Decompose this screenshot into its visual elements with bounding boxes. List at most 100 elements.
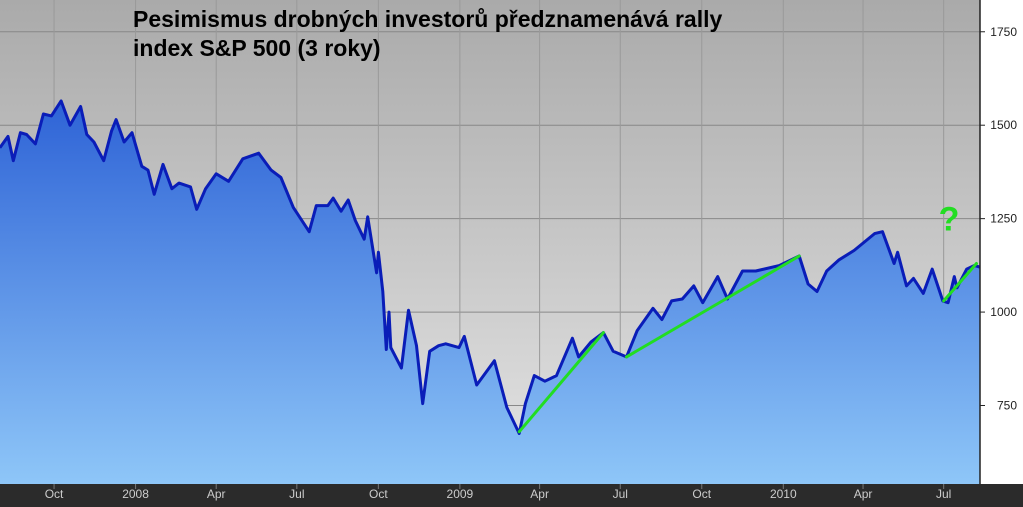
x-tick-label: 2008	[122, 487, 149, 501]
data-point	[280, 176, 282, 179]
data-point	[475, 384, 478, 386]
x-tick-label: 2010	[770, 487, 797, 501]
data-point	[19, 131, 22, 134]
data-point	[204, 187, 207, 190]
data-point	[701, 301, 704, 304]
data-point	[363, 238, 366, 240]
y-tick-label: 1250	[990, 212, 1017, 226]
data-point	[153, 193, 155, 196]
data-point	[893, 262, 895, 265]
data-point	[25, 133, 28, 136]
data-point	[347, 199, 350, 201]
data-point	[257, 152, 260, 154]
data-point	[189, 186, 192, 188]
data-point	[34, 143, 37, 145]
data-point	[741, 270, 744, 272]
data-point	[50, 115, 53, 117]
data-point	[332, 197, 335, 199]
data-point	[388, 311, 390, 313]
y-tick-label: 1000	[990, 305, 1017, 319]
data-point	[131, 131, 133, 134]
data-point	[102, 159, 105, 162]
data-point	[69, 124, 71, 126]
data-point	[147, 169, 149, 171]
data-point	[162, 163, 164, 166]
data-point	[544, 380, 546, 383]
y-tick-label: 1750	[990, 25, 1017, 39]
data-point	[555, 374, 558, 377]
price-area-fill	[0, 100, 980, 485]
data-point	[681, 298, 684, 300]
data-point	[807, 283, 809, 285]
x-tick-label: Jul	[936, 487, 951, 501]
data-point	[366, 216, 369, 218]
data-point	[444, 343, 447, 345]
data-point	[636, 330, 638, 332]
data-point	[428, 350, 431, 353]
data-point	[922, 292, 925, 295]
data-point	[12, 159, 15, 162]
data-point	[340, 210, 342, 212]
data-point	[407, 309, 410, 312]
data-point	[931, 268, 933, 270]
data-point	[577, 356, 580, 358]
data-point	[825, 270, 828, 272]
data-point	[437, 344, 440, 347]
question-mark-annotation: ?	[939, 201, 960, 239]
data-point	[755, 270, 757, 272]
trend-line	[942, 261, 978, 303]
trend-lines-layer	[517, 254, 978, 434]
data-point	[115, 118, 117, 121]
data-point	[195, 208, 198, 211]
data-point	[896, 251, 899, 254]
data-point	[375, 272, 378, 274]
data-point	[873, 232, 876, 235]
x-tick-label: Apr	[854, 487, 873, 501]
data-point	[292, 206, 295, 209]
trend-line	[517, 331, 605, 434]
data-point	[327, 204, 329, 207]
data-point	[79, 105, 82, 108]
data-point	[110, 130, 113, 132]
data-point	[965, 268, 968, 270]
data-point	[670, 300, 673, 302]
data-point	[905, 285, 908, 287]
data-point	[838, 259, 840, 261]
data-point	[382, 290, 384, 293]
x-tick-label: Apr	[207, 487, 226, 501]
annotations-layer: ?	[939, 201, 960, 239]
x-tick-label: Oct	[45, 487, 64, 501]
data-point	[421, 402, 424, 405]
data-point	[93, 141, 95, 143]
data-point	[524, 402, 527, 405]
data-point	[270, 169, 272, 171]
data-point	[354, 219, 357, 222]
data-point	[415, 344, 418, 347]
data-point	[458, 346, 460, 349]
data-point	[533, 374, 536, 377]
data-point	[141, 165, 143, 168]
data-point	[947, 301, 949, 304]
chart-title-line-1: Pesimismus drobných investorů předznamen…	[133, 6, 722, 32]
data-point	[242, 158, 244, 160]
data-point	[42, 113, 45, 115]
data-point	[60, 100, 62, 102]
data-point	[86, 133, 88, 136]
x-tick-label: Jul	[613, 487, 628, 501]
y-axis-panel	[980, 0, 1023, 484]
data-point	[693, 285, 695, 287]
data-point	[853, 249, 855, 252]
data-point	[385, 348, 388, 351]
data-point	[377, 251, 380, 254]
data-point	[590, 341, 592, 343]
data-point	[661, 318, 663, 321]
data-point	[227, 180, 230, 183]
data-point	[506, 406, 508, 409]
data-point	[171, 187, 173, 190]
x-tick-label: 2009	[447, 487, 474, 501]
data-point	[390, 346, 392, 349]
data-point	[652, 307, 654, 310]
data-point	[816, 290, 818, 293]
